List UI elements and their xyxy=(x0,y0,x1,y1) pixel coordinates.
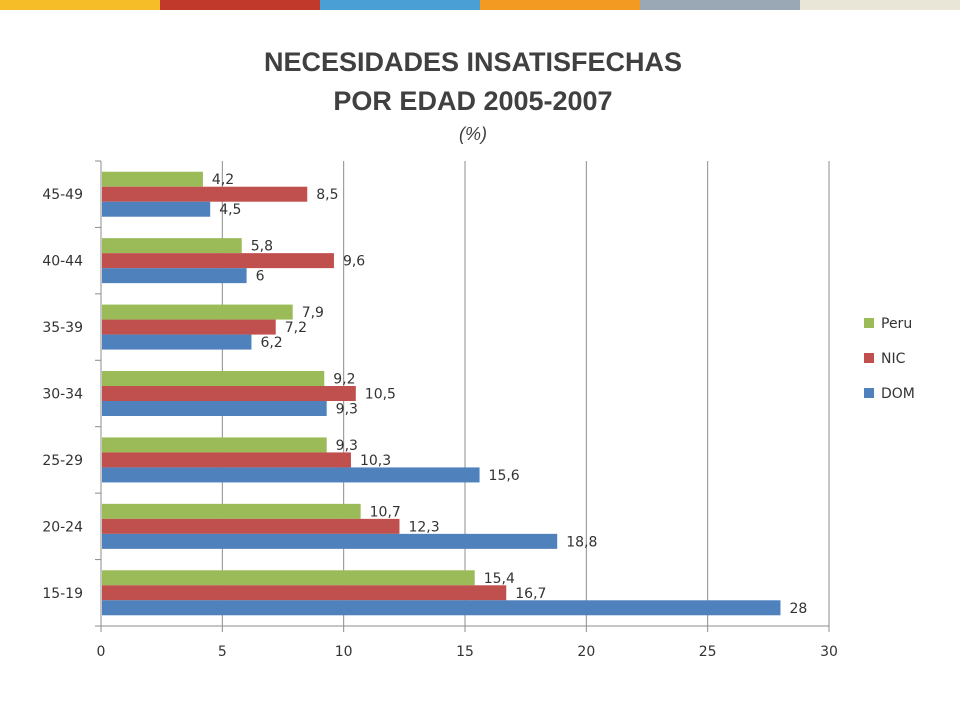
data-label: 5,8 xyxy=(251,239,273,255)
data-label: 10,3 xyxy=(360,453,391,469)
bar-peru xyxy=(102,437,327,453)
chart-subtitle: (%) xyxy=(459,124,487,144)
bar-nic xyxy=(102,518,400,534)
header-bar-segment xyxy=(320,0,480,10)
data-label: 9,6 xyxy=(343,254,365,270)
bar-peru xyxy=(102,238,242,254)
bar-nic xyxy=(102,585,507,601)
legend-swatch-dom xyxy=(864,388,874,398)
data-label: 16,7 xyxy=(515,586,546,602)
legend-label-nic: NIC xyxy=(881,351,906,367)
data-label: 8,5 xyxy=(316,187,338,203)
bar-peru xyxy=(102,304,293,320)
y-tick-label: 30-34 xyxy=(42,387,83,403)
data-label: 4,5 xyxy=(219,202,241,218)
y-tick-label: 45-49 xyxy=(42,187,83,203)
legend-swatch-nic xyxy=(864,353,874,363)
bar-nic xyxy=(102,186,308,202)
data-label: 4,2 xyxy=(212,172,234,188)
x-tick-label: 25 xyxy=(699,644,717,660)
bar-nic xyxy=(102,452,351,468)
header-bar-segment xyxy=(640,0,800,10)
bar-nic xyxy=(102,253,334,269)
data-label: 10,5 xyxy=(365,387,396,403)
data-label: 9,3 xyxy=(336,402,358,418)
bar-peru xyxy=(102,171,203,187)
data-label: 15,6 xyxy=(489,468,520,484)
header-bar-segment xyxy=(800,0,960,10)
legend-label-peru: Peru xyxy=(881,316,912,332)
data-label: 6,2 xyxy=(260,335,282,351)
x-tick-label: 10 xyxy=(335,644,353,660)
bar-nic xyxy=(102,319,276,335)
data-label: 18,8 xyxy=(566,534,597,550)
bar-dom xyxy=(102,268,247,284)
bar-dom xyxy=(102,467,480,483)
bar-nic xyxy=(102,386,356,401)
bar-dom xyxy=(102,334,252,350)
chart-title-line2: POR EDAD 2005-2007 xyxy=(333,86,613,116)
data-label: 7,2 xyxy=(285,320,307,336)
bar-dom xyxy=(102,201,211,217)
bar-peru xyxy=(102,371,325,386)
bar-peru xyxy=(102,570,475,586)
data-label: 28 xyxy=(789,601,807,617)
x-tick-label: 20 xyxy=(577,644,595,660)
x-tick-label: 5 xyxy=(218,644,227,660)
y-tick-label: 35-39 xyxy=(42,320,83,336)
y-tick-label: 25-29 xyxy=(42,453,83,469)
y-tick-label: 15-19 xyxy=(42,586,83,602)
header-bar-segment xyxy=(160,0,320,10)
bar-dom xyxy=(102,600,781,616)
bar-dom xyxy=(102,401,327,416)
y-tick-label: 40-44 xyxy=(42,254,83,270)
x-tick-label: 15 xyxy=(456,644,474,660)
legend-label-dom: DOM xyxy=(881,386,915,402)
header-bar-segment xyxy=(480,0,640,10)
legend-swatch-peru xyxy=(864,318,874,328)
data-label: 9,2 xyxy=(333,372,355,388)
bar-dom xyxy=(102,533,558,549)
data-label: 7,9 xyxy=(302,305,324,321)
x-tick-label: 30 xyxy=(820,644,838,660)
data-label: 12,3 xyxy=(408,519,439,535)
chart-title-line1: NECESIDADES INSATISFECHAS xyxy=(263,47,683,77)
header-bar-segment xyxy=(0,0,160,10)
data-label: 15,4 xyxy=(484,571,515,587)
x-tick-label: 0 xyxy=(97,644,106,660)
data-label: 9,3 xyxy=(336,438,358,454)
data-label: 6 xyxy=(256,269,265,285)
header-color-bar xyxy=(0,0,960,10)
data-label: 10,7 xyxy=(370,504,401,520)
y-tick-label: 20-24 xyxy=(42,519,83,535)
bar-peru xyxy=(102,503,361,519)
